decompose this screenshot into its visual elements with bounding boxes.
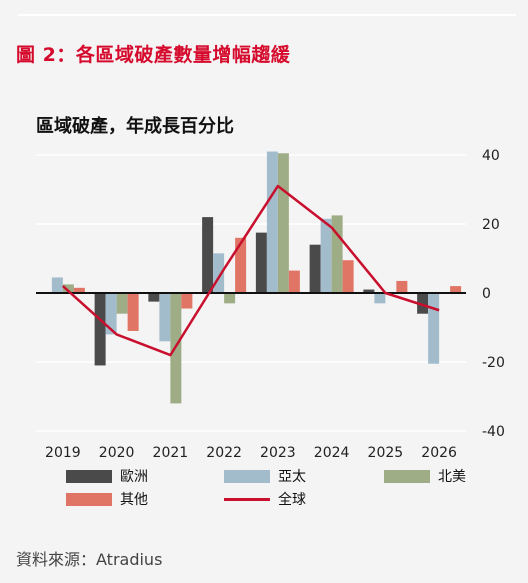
bar-europe-2023 — [255, 232, 267, 293]
bar-europe-2021 — [148, 293, 160, 302]
y-tick-label: 0 — [482, 286, 491, 302]
bar-asia-pacific-2019 — [51, 277, 63, 293]
legend-label-global: 全球 — [278, 492, 306, 508]
legend-item-north-america: 北美 — [384, 466, 466, 486]
bar-asia-pacific-2023 — [266, 151, 278, 293]
bar-asia-pacific-2020 — [105, 293, 117, 335]
bar-europe-2022 — [202, 217, 214, 293]
bar-others-2022 — [235, 237, 247, 293]
bar-europe-2020 — [94, 293, 106, 366]
legend-swatch-north-america — [384, 469, 430, 483]
bar-asia-pacific-2024 — [320, 218, 332, 293]
bar-others-2019 — [73, 287, 85, 293]
legend-label-north-america: 北美 — [438, 469, 466, 485]
chart-title: 區域破產，年成長百分比 — [36, 116, 234, 137]
legend-item-global: 全球 — [224, 489, 306, 509]
legend-label-others: 其他 — [120, 492, 148, 508]
bar-north-america-2020 — [116, 293, 128, 314]
y-tick-label: -20 — [482, 355, 505, 371]
legend-label-asia-pacific: 亞太 — [278, 469, 306, 485]
bar-others-2020 — [127, 293, 139, 331]
x-tick-label: 2024 — [314, 445, 350, 461]
legend-swatch-others — [66, 492, 112, 506]
x-tick-label: 2023 — [260, 445, 296, 461]
bar-asia-pacific-2026 — [428, 293, 440, 364]
bar-asia-pacific-2022 — [213, 253, 225, 293]
bar-europe-2025 — [363, 289, 375, 293]
line-global — [62, 184, 440, 357]
legend-item-asia-pacific: 亞太 — [224, 466, 306, 486]
chart-area: 40 20 0 -20 -40 2019 2020 2021 2022 2023 2024 2025 2… — [36, 148, 505, 461]
bar-north-america-2022 — [224, 293, 236, 304]
bar-north-america-2019 — [62, 284, 74, 293]
x-tick-label: 2019 — [45, 445, 81, 461]
legend-item-europe: 歐洲 — [66, 466, 148, 486]
bar-europe-2026 — [417, 293, 429, 314]
x-tick-label: 2025 — [368, 445, 404, 461]
bar-europe-2024 — [309, 244, 321, 293]
legend-swatch-europe — [66, 469, 112, 483]
legend-line-global — [224, 497, 270, 501]
x-tick-label: 2022 — [206, 445, 242, 461]
y-tick-label: 40 — [482, 148, 500, 164]
top-rule — [18, 14, 516, 16]
bar-others-2025 — [396, 280, 408, 293]
y-tick-label: -40 — [482, 424, 505, 440]
figure-title: 圖 2：各區域破產數量增幅趨緩 — [16, 44, 291, 66]
x-tick-label: 2026 — [421, 445, 457, 461]
bar-north-america-2023 — [277, 153, 289, 293]
bar-north-america-2024 — [331, 215, 343, 293]
bar-others-2021 — [181, 293, 193, 309]
legend-label-europe: 歐洲 — [120, 469, 148, 485]
y-tick-label: 20 — [482, 217, 500, 233]
bar-others-2023 — [288, 270, 300, 293]
legend-item-others: 其他 — [66, 489, 148, 509]
x-tick-label: 2020 — [99, 445, 135, 461]
source-note: 資料來源：Atradius — [16, 550, 163, 569]
bar-others-2024 — [342, 260, 354, 293]
x-tick-label: 2021 — [153, 445, 189, 461]
bar-others-2026 — [450, 286, 462, 293]
legend-swatch-asia-pacific — [224, 469, 270, 483]
bar-asia-pacific-2025 — [374, 293, 386, 304]
bar-asia-pacific-2021 — [159, 293, 171, 342]
